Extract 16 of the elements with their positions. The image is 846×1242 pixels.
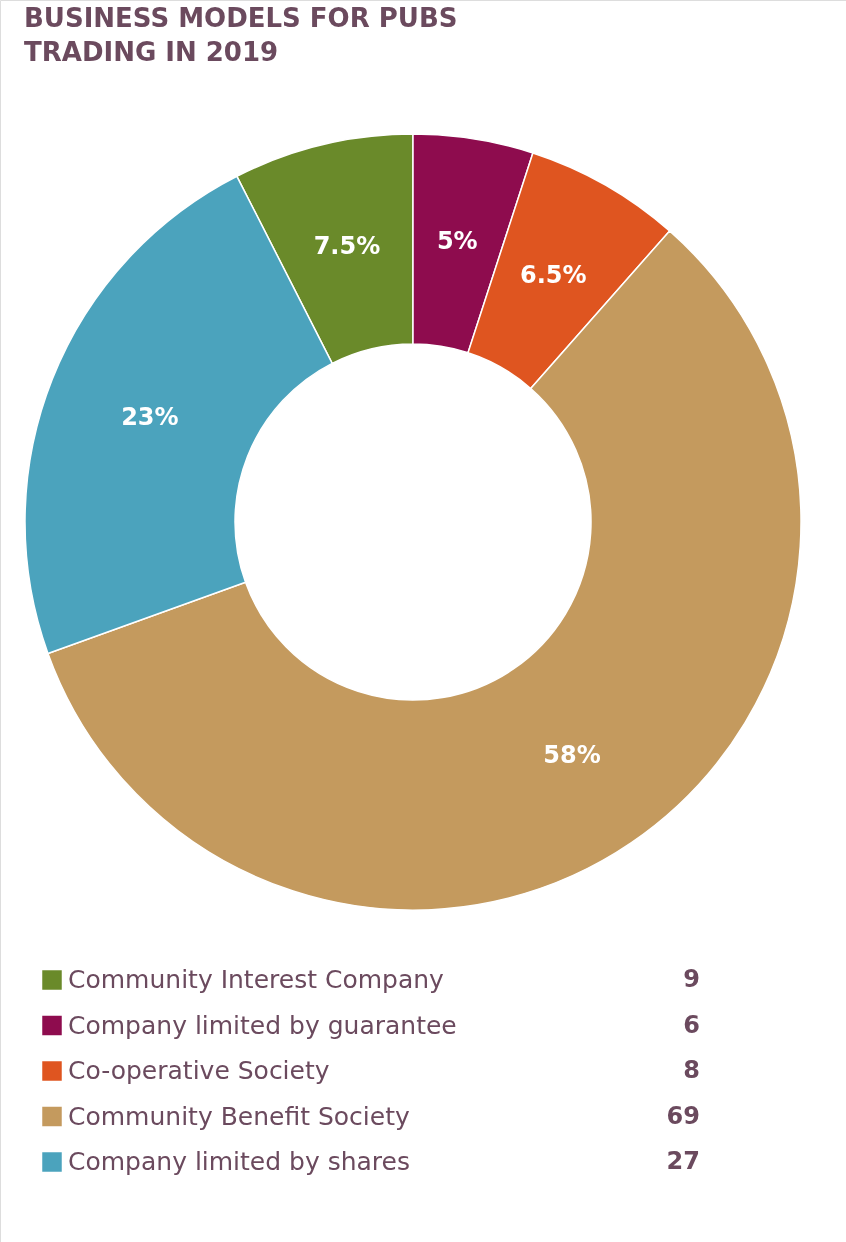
data-label: 6.5% [519,261,587,290]
text: 27 [666,1147,700,1175]
text: 8 [683,1056,700,1084]
data-label: 58% [543,741,601,770]
legend-label: Community Interest Company [68,965,445,994]
text: 6 [683,1010,700,1039]
legend-label: Community Benefit Society [68,1101,410,1131]
legend-label: Company limited by shares [68,1147,411,1176]
chart-title: BUSINESS MODELS FOR PUBS TRADING IN 2019 [24,3,458,67]
legend-label: Company limited by guarantee [68,1010,457,1040]
data-label: 23% [121,402,179,431]
text: 69 [666,1101,700,1130]
data-label: 7.5% [313,231,381,260]
data-label: 5% [436,227,478,256]
text: 9 [683,965,700,993]
legend-label: Co-operative Society [68,1056,330,1085]
